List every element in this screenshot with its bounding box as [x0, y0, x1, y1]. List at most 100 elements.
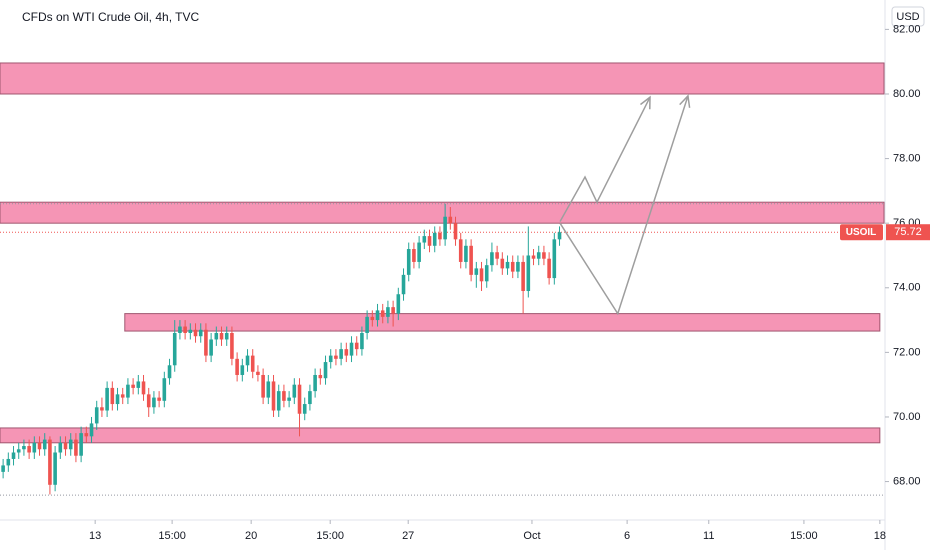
- candle-body: [209, 339, 213, 356]
- candle-body: [240, 365, 245, 375]
- candle-body: [505, 261, 510, 269]
- candle-body: [53, 452, 57, 485]
- candle-body: [58, 442, 63, 453]
- candle-body: [344, 349, 349, 356]
- x-tick-label: 20: [245, 530, 257, 542]
- candle-body: [6, 458, 11, 466]
- candle-body: [115, 394, 120, 405]
- candle-body: [495, 252, 499, 259]
- candle-body: [391, 307, 395, 314]
- candle-body: [531, 255, 536, 259]
- currency: USD: [896, 11, 919, 23]
- candle-body: [110, 387, 115, 405]
- x-tick-label: 18: [874, 530, 886, 542]
- currency-box[interactable]: [891, 6, 925, 27]
- y-tick-label: 72.00: [893, 346, 921, 358]
- x-tick-label: 27: [402, 530, 414, 542]
- candle-body: [204, 329, 208, 356]
- candle-body: [261, 374, 265, 398]
- candle-body: [443, 216, 447, 240]
- candle-body: [198, 329, 203, 337]
- candle-body: [48, 439, 52, 485]
- candle-body: [516, 261, 520, 272]
- zone: [0, 201, 885, 224]
- arrow-path: [559, 95, 689, 316]
- zone: [0, 427, 881, 444]
- candle-body: [318, 374, 323, 379]
- arrow-head: [679, 94, 691, 108]
- candle-body: [479, 268, 484, 282]
- y-tick-label: 82.00: [893, 23, 921, 35]
- candle-body: [526, 255, 531, 292]
- symbol-label: USOIL: [846, 227, 877, 238]
- x-tick-label: 11: [703, 530, 714, 542]
- candle-body: [266, 381, 271, 398]
- candle-body: [183, 326, 187, 333]
- candle-body: [1, 465, 5, 472]
- candle-body: [245, 355, 250, 366]
- candle-body: [16, 449, 21, 453]
- y-tick-label: 80.00: [893, 88, 921, 100]
- plot-area: [0, 62, 885, 496]
- candle-body: [432, 232, 437, 246]
- candle-body: [490, 252, 494, 266]
- candle-body: [63, 442, 68, 450]
- candle-body: [521, 261, 525, 292]
- x-tick-label: Oct: [523, 530, 540, 542]
- candle-body: [157, 397, 161, 401]
- candle-body: [100, 407, 104, 411]
- candle-body: [214, 332, 219, 340]
- candle-body: [552, 239, 557, 279]
- candle-body: [271, 381, 276, 411]
- candle-body: [380, 310, 385, 317]
- candle-body: [453, 223, 458, 240]
- candle-body: [406, 249, 411, 275]
- x-tick-label: 6: [624, 530, 630, 542]
- candle-body: [162, 378, 167, 401]
- candle-body: [256, 371, 260, 375]
- candle-body: [417, 242, 421, 262]
- candle-body: [510, 261, 515, 272]
- candle-body: [89, 423, 94, 437]
- candle-body: [79, 433, 83, 456]
- candle-body: [42, 439, 47, 450]
- candle-body: [375, 310, 380, 321]
- arrow-head: [640, 95, 651, 110]
- candle-body: [360, 332, 364, 350]
- candle-body: [339, 349, 343, 359]
- candle-body: [219, 332, 224, 340]
- candle-body: [74, 439, 78, 456]
- x-tick-label: 15:00: [158, 530, 186, 542]
- y-tick-label: 68.00: [893, 475, 921, 487]
- candle-body: [313, 374, 317, 392]
- candle-body: [396, 294, 401, 314]
- candle-body: [32, 442, 37, 453]
- symbol-tag: [840, 224, 883, 241]
- candle-body: [302, 404, 307, 414]
- x-tick-label: 13: [89, 530, 101, 542]
- candle-body: [188, 329, 193, 333]
- candle-body: [292, 384, 297, 398]
- candle-body: [120, 394, 125, 398]
- candle-body: [11, 452, 16, 459]
- candle-body: [427, 236, 432, 246]
- candle-body: [141, 381, 146, 395]
- candle-body: [105, 387, 109, 411]
- arrow-path: [559, 96, 651, 222]
- candle-body: [37, 442, 42, 450]
- candle-body: [458, 239, 463, 262]
- candle-body: [235, 358, 239, 375]
- candle-body: [354, 342, 359, 350]
- price-tag: [886, 224, 930, 241]
- candle-body: [308, 391, 312, 405]
- candle-body: [178, 326, 182, 333]
- candle-body: [84, 433, 89, 437]
- candle-body: [297, 384, 302, 414]
- candle-body: [250, 355, 255, 372]
- x-tick-label: 15:00: [316, 530, 344, 542]
- candle-body: [22, 446, 26, 450]
- candle-body: [282, 391, 286, 401]
- candle-body: [68, 439, 73, 450]
- candle-body: [484, 265, 489, 282]
